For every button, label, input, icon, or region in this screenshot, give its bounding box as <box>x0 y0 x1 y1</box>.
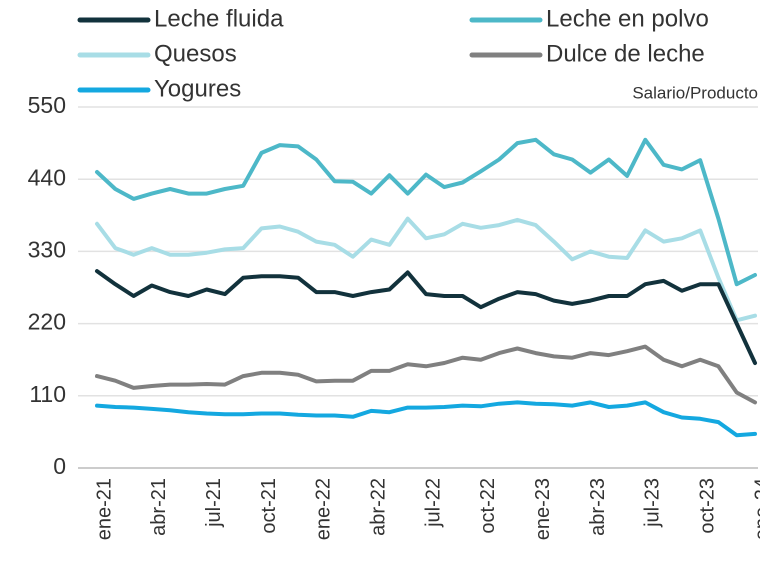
y-tick-label: 550 <box>28 92 66 118</box>
x-tick-label: jul-23 <box>642 478 664 528</box>
x-tick-label: oct-22 <box>477 478 499 534</box>
series-line <box>95 216 757 323</box>
legend-label: Leche fluida <box>154 5 284 32</box>
x-tick-label: ene-23 <box>532 478 554 540</box>
legend-label: Yogures <box>154 75 241 102</box>
x-tick-label: ene-24 <box>751 478 760 540</box>
y-tick-label: 110 <box>29 381 66 407</box>
x-tick-label: jul-22 <box>422 478 444 528</box>
y-tick-label: 220 <box>28 309 66 335</box>
legend-label: Quesos <box>154 40 237 67</box>
legend-label: Leche en polvo <box>546 5 709 32</box>
x-tick-label: abr-23 <box>587 478 609 536</box>
y-tick-label: 440 <box>28 164 66 190</box>
series-line <box>95 137 757 287</box>
series-line <box>95 400 757 438</box>
x-tick-label: oct-23 <box>696 478 718 534</box>
x-tick-label: oct-21 <box>258 478 280 534</box>
x-tick-label: jul-21 <box>203 478 225 528</box>
x-tick-label: ene-21 <box>93 478 115 540</box>
legend-label: Dulce de leche <box>546 40 705 67</box>
annotation: Salario/Producto <box>632 83 758 102</box>
series-line <box>95 344 757 405</box>
y-tick-label: 0 <box>53 453 66 479</box>
x-tick-label: abr-22 <box>367 478 389 536</box>
x-tick-label: abr-21 <box>148 478 170 536</box>
x-tick-label: ene-22 <box>313 478 335 540</box>
series-line <box>95 269 757 365</box>
y-tick-label: 330 <box>28 236 66 262</box>
